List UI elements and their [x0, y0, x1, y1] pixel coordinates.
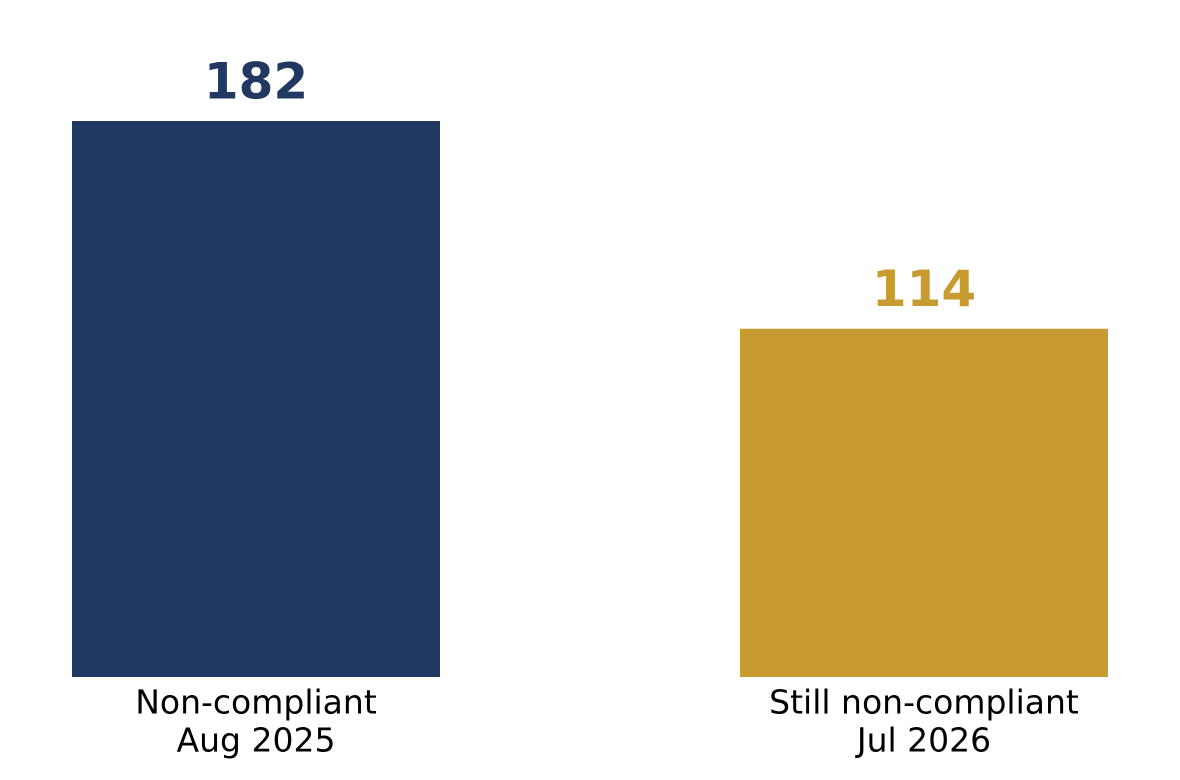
x-tick-label: Jul 2026 [855, 721, 991, 760]
bar [740, 328, 1108, 677]
value-label: 182 [204, 53, 308, 111]
x-tick-label: Aug 2025 [177, 721, 336, 760]
bar [72, 121, 440, 677]
value-label: 114 [872, 260, 976, 318]
x-tick-label: Non-compliant [135, 683, 377, 722]
x-tick-label: Still non-compliant [769, 683, 1079, 722]
